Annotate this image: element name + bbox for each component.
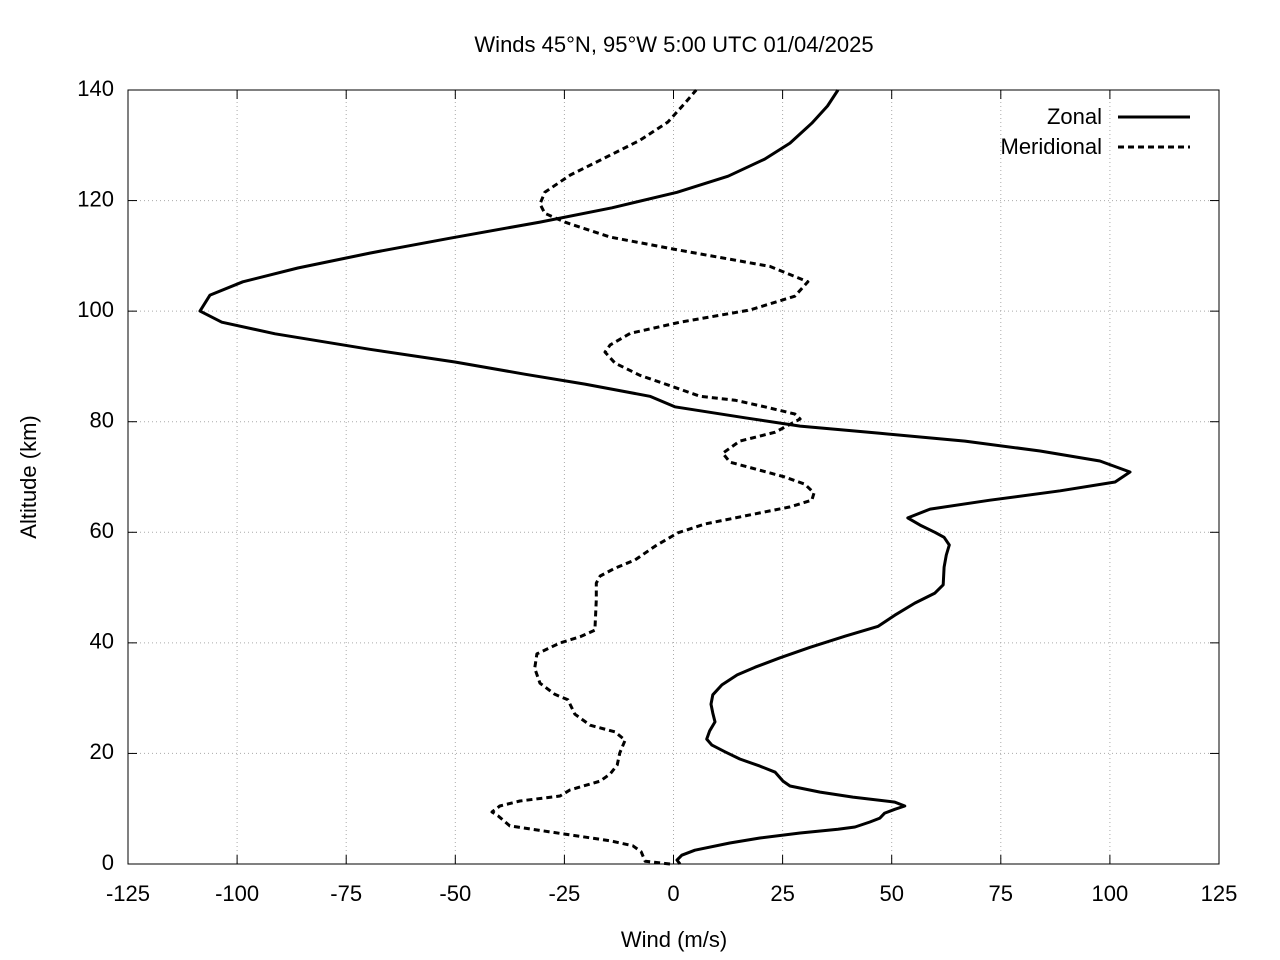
y-tick-label: 40 [90,629,114,654]
x-tick-label: 75 [989,881,1013,906]
y-tick-label: 120 [77,186,114,211]
chart-title: Winds 45°N, 95°W 5:00 UTC 01/04/2025 [474,32,873,57]
y-axis-label: Altitude (km) [16,415,41,538]
y-tick-label: 0 [102,850,114,875]
x-tick-label: 100 [1092,881,1129,906]
x-tick-label: -25 [549,881,581,906]
y-tick-label: 100 [77,297,114,322]
series-line [198,89,1132,865]
x-tick-label: 0 [667,881,679,906]
x-tick-label: -125 [106,881,150,906]
y-tick-label: 80 [90,408,114,433]
legend-label: Zonal [1047,104,1102,129]
series-line [490,89,816,866]
x-tick-label: -75 [330,881,362,906]
y-tick-label: 20 [90,739,114,764]
x-tick-label: 125 [1201,881,1238,906]
y-tick-label: 140 [77,76,114,101]
legend-label: Meridional [1001,134,1103,159]
x-tick-label: 25 [770,881,794,906]
x-tick-label: 50 [879,881,903,906]
x-tick-label: -50 [439,881,471,906]
y-tick-label: 60 [90,518,114,543]
x-axis-label: Wind (m/s) [621,927,727,952]
plot-frame [127,89,1220,865]
x-tick-label: -100 [215,881,259,906]
